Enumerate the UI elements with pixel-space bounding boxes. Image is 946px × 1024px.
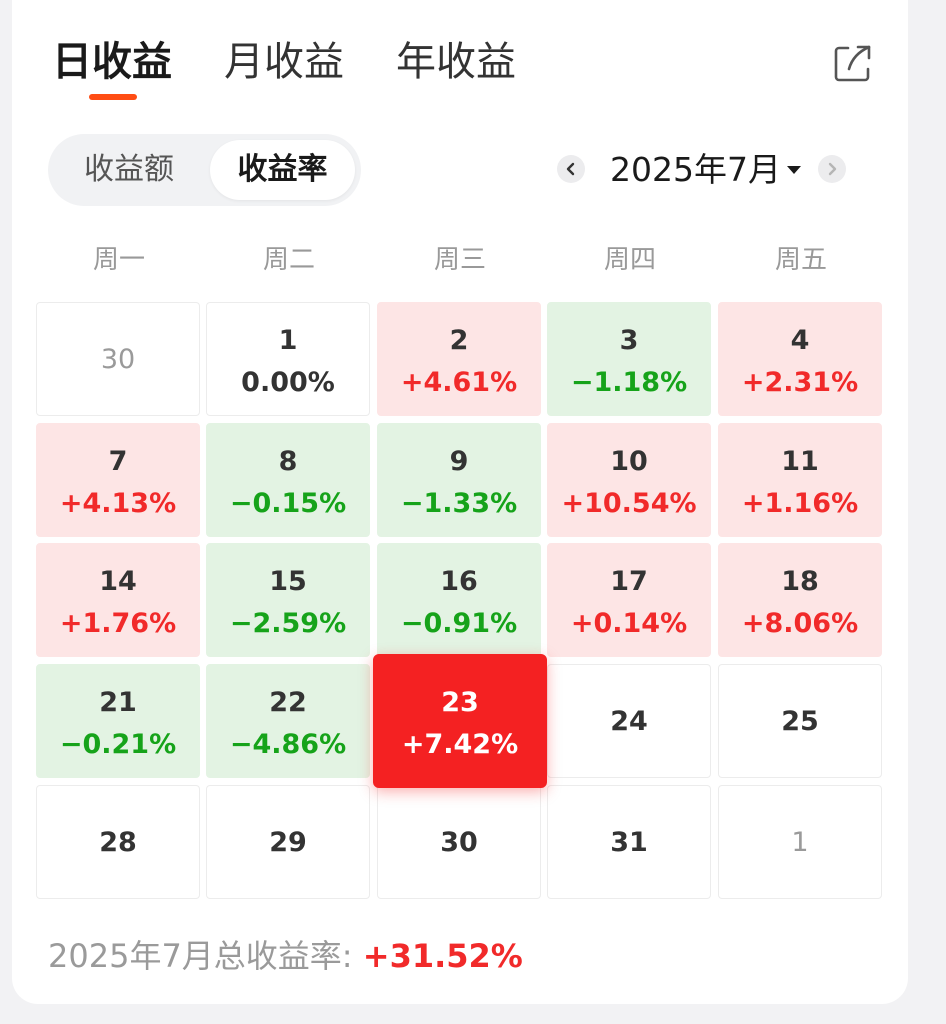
segment-amount[interactable]: 收益额 — [84, 152, 174, 187]
day-return-value: +0.14% — [570, 608, 688, 639]
summary-label: 2025年7月总收益率: — [48, 937, 363, 975]
day-return-value: −1.18% — [570, 367, 688, 398]
metric-segmented-control: 收益额 收益率 — [48, 134, 361, 206]
day-return-value: +2.31% — [741, 367, 859, 398]
day-number: 18 — [781, 566, 819, 597]
day-number: 30 — [440, 827, 478, 858]
calendar-day-cell[interactable]: 18 +8.06% — [718, 543, 882, 657]
calendar-day-cell[interactable]: 24 — [547, 664, 711, 778]
day-return-value: −2.59% — [229, 608, 347, 639]
calendar-day-cell[interactable]: 3 −1.18% — [547, 302, 711, 416]
day-number: 14 — [99, 566, 137, 597]
calendar-day-cell[interactable]: 4 +2.31% — [718, 302, 882, 416]
day-number: 1 — [791, 827, 809, 858]
segment-rate[interactable]: 收益率 — [210, 140, 355, 200]
day-return-value: +4.13% — [59, 488, 177, 519]
calendar-day-cell[interactable]: 28 — [36, 785, 200, 899]
day-return-value: +1.16% — [741, 488, 859, 519]
day-number: 4 — [790, 325, 810, 356]
day-number: 16 — [440, 566, 478, 597]
day-number: 7 — [108, 446, 128, 477]
day-number: 10 — [610, 446, 648, 477]
summary-value: +31.52% — [362, 937, 523, 975]
calendar-day-cell[interactable]: 30 — [377, 785, 541, 899]
day-number: 8 — [278, 446, 298, 477]
day-return-value: −0.21% — [59, 729, 177, 760]
day-return-value: −0.91% — [400, 608, 518, 639]
day-number: 21 — [99, 687, 137, 718]
share-icon[interactable] — [832, 42, 874, 84]
day-return-value: −1.33% — [400, 488, 518, 519]
calendar-day-cell[interactable]: 25 — [718, 664, 882, 778]
period-tabs: 日收益 月收益 年收益 — [52, 36, 568, 100]
calendar-day-cell[interactable]: 2 +4.61% — [377, 302, 541, 416]
chevron-right-icon — [828, 162, 837, 176]
day-number: 22 — [269, 687, 307, 718]
calendar-day-cell[interactable]: 9 −1.33% — [377, 423, 541, 537]
day-number: 28 — [99, 827, 137, 858]
day-return-value: −4.86% — [229, 729, 347, 760]
calendar-day-cell[interactable]: 17 +0.14% — [547, 543, 711, 657]
weekday-wed: 周三 — [433, 245, 486, 275]
tab-monthly[interactable]: 月收益 — [224, 36, 344, 88]
day-number: 15 — [269, 566, 307, 597]
month-summary: 2025年7月总收益率: +31.52% — [48, 936, 523, 976]
day-return-value: +1.76% — [59, 608, 177, 639]
day-number: 30 — [100, 344, 136, 375]
weekday-fri: 周五 — [774, 245, 827, 275]
day-number: 23 — [441, 687, 479, 718]
day-return-value: +7.42% — [401, 729, 519, 760]
day-number: 2 — [449, 325, 469, 356]
next-month-button[interactable] — [818, 155, 846, 183]
day-number: 29 — [269, 827, 307, 858]
day-number: 31 — [610, 827, 648, 858]
calendar-day-cell[interactable]: 16 −0.91% — [377, 543, 541, 657]
day-return-value: −0.15% — [229, 488, 347, 519]
day-number: 9 — [449, 446, 469, 477]
calendar-day-cell[interactable]: 1 — [718, 785, 882, 899]
calendar-day-cell[interactable]: 22 −4.86% — [206, 664, 370, 778]
prev-month-button[interactable] — [557, 155, 585, 183]
weekday-thu: 周四 — [603, 245, 656, 275]
tab-yearly-label: 年收益 — [396, 39, 516, 85]
month-picker[interactable]: 2025年7月 — [610, 148, 801, 192]
day-number: 11 — [781, 446, 819, 477]
calendar-day-cell[interactable]: 1 0.00% — [206, 302, 370, 416]
calendar-day-cell[interactable]: 29 — [206, 785, 370, 899]
earnings-card: 日收益 月收益 年收益 收益额 收益率 2025年7月 周一 — [12, 0, 908, 1004]
calendar-day-cell-selected[interactable]: 23 +7.42% — [373, 654, 547, 788]
day-return-value: +8.06% — [741, 608, 859, 639]
calendar-day-cell[interactable]: 10 +10.54% — [547, 423, 711, 537]
weekday-mon: 周一 — [92, 245, 145, 275]
calendar-day-cell[interactable]: 30 — [36, 302, 200, 416]
day-number: 1 — [278, 325, 298, 356]
weekday-tue: 周二 — [262, 245, 315, 275]
day-number: 25 — [781, 706, 819, 737]
calendar-grid: 30 1 0.00% 2 +4.61% 3 −1.18% 4 +2.31% 7 +4.13% 8 −0.… — [36, 302, 908, 902]
caret-down-icon — [786, 165, 801, 174]
weekday-header: 周一 周二 周三 周四 周五 — [36, 240, 908, 280]
day-return-value: +4.61% — [400, 367, 518, 398]
calendar-day-cell[interactable]: 8 −0.15% — [206, 423, 370, 537]
tab-yearly[interactable]: 年收益 — [396, 36, 516, 88]
calendar-day-cell[interactable]: 11 +1.16% — [718, 423, 882, 537]
tab-monthly-label: 月收益 — [224, 39, 344, 85]
calendar-day-cell[interactable]: 7 +4.13% — [36, 423, 200, 537]
calendar-day-cell[interactable]: 21 −0.21% — [36, 664, 200, 778]
calendar-day-cell[interactable]: 15 −2.59% — [206, 543, 370, 657]
day-number: 3 — [619, 325, 639, 356]
month-picker-label: 2025年7月 — [610, 150, 781, 189]
day-number: 17 — [610, 566, 648, 597]
active-tab-indicator — [89, 94, 137, 100]
day-number: 24 — [610, 706, 648, 737]
day-return-value: +10.54% — [561, 488, 697, 519]
tab-daily-label: 日收益 — [52, 39, 172, 85]
calendar-day-cell[interactable]: 31 — [547, 785, 711, 899]
chevron-left-icon — [566, 162, 575, 176]
calendar-day-cell[interactable]: 14 +1.76% — [36, 543, 200, 657]
day-return-value: 0.00% — [241, 367, 335, 398]
tab-daily[interactable]: 日收益 — [52, 36, 172, 100]
